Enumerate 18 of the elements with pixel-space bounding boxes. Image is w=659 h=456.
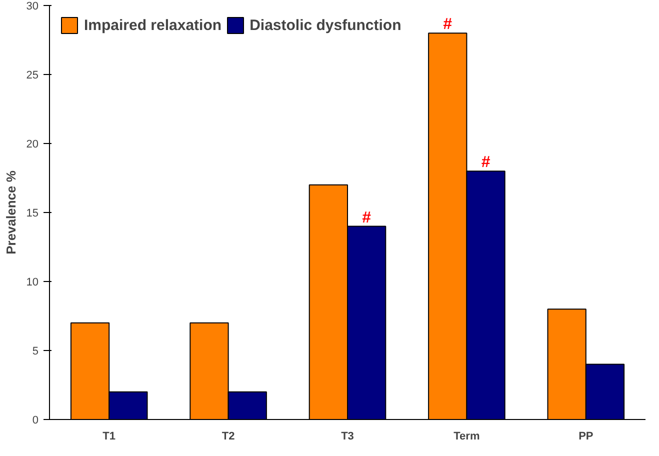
legend-label: Impaired relaxation bbox=[84, 16, 222, 34]
annotation: # bbox=[481, 154, 490, 172]
y-tick-label: 20 bbox=[26, 138, 39, 150]
legend-label: Diastolic dysfunction bbox=[250, 16, 402, 34]
x-tick-label: PP bbox=[578, 430, 594, 442]
x-tick-label: T3 bbox=[341, 430, 354, 442]
y-tick-label: 15 bbox=[26, 208, 39, 220]
x-tick-label: T2 bbox=[222, 430, 235, 442]
y-tick-label: 5 bbox=[32, 346, 39, 358]
annotation: # bbox=[362, 209, 372, 226]
x-tick-label: T1 bbox=[102, 430, 116, 442]
y-tick-label: 25 bbox=[26, 70, 39, 82]
y-tick-label: 10 bbox=[26, 276, 39, 288]
y-axis-title: Prevalence % bbox=[3, 170, 18, 254]
x-tick-label: Term bbox=[454, 430, 480, 442]
y-tick-label: 0 bbox=[32, 414, 39, 426]
annotation: # bbox=[443, 16, 452, 34]
y-tick-label: 30 bbox=[26, 0, 39, 12]
